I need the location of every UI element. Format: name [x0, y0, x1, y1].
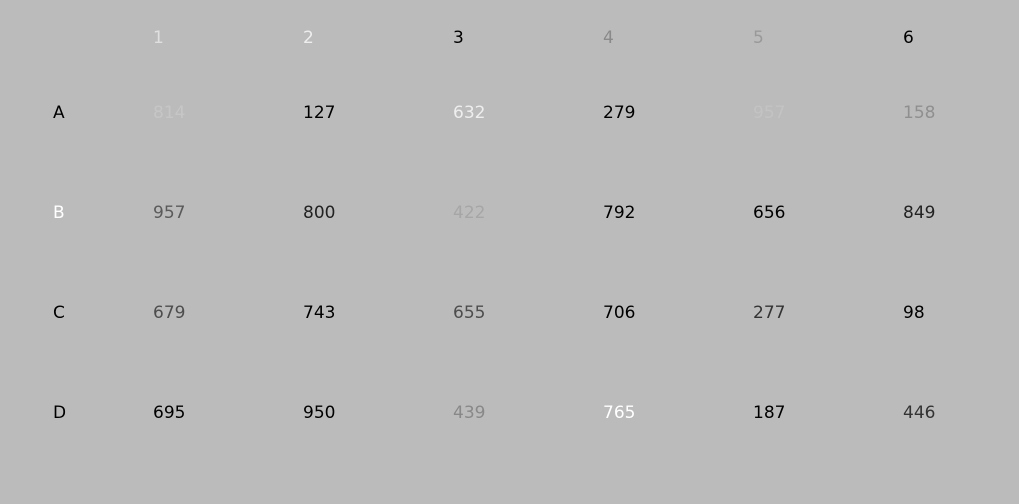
grid-cell: 98	[903, 303, 925, 323]
grid-cell: 765	[603, 403, 636, 423]
grid-cell: 439	[453, 403, 486, 423]
row-header: B	[53, 203, 65, 223]
grid-cell: 632	[453, 103, 486, 123]
grid-cell: 800	[303, 203, 336, 223]
grid-cell: 792	[603, 203, 636, 223]
grid-cell: 422	[453, 203, 486, 223]
row-header: C	[53, 303, 65, 323]
grid-cell: 706	[603, 303, 636, 323]
row-header: D	[53, 403, 67, 423]
grid-cell: 127	[303, 103, 336, 123]
grid-cell: 849	[903, 203, 936, 223]
column-header: 5	[753, 28, 764, 48]
grid-cell: 695	[153, 403, 186, 423]
grid-cell: 743	[303, 303, 336, 323]
column-header: 2	[303, 28, 314, 48]
grid-cell: 187	[753, 403, 786, 423]
grid-cell: 446	[903, 403, 936, 423]
column-header: 4	[603, 28, 614, 48]
grid-cell: 957	[153, 203, 186, 223]
grid-cell: 679	[153, 303, 186, 323]
grid-cell: 957	[753, 103, 786, 123]
grid-cell: 277	[753, 303, 786, 323]
grid-cell: 279	[603, 103, 636, 123]
column-header: 6	[903, 28, 914, 48]
grid-cell: 950	[303, 403, 336, 423]
grid-cell: 814	[153, 103, 186, 123]
column-header: 3	[453, 28, 464, 48]
grid-cell: 656	[753, 203, 786, 223]
grid-cell: 655	[453, 303, 486, 323]
row-header: A	[53, 103, 65, 123]
grid-cell: 158	[903, 103, 936, 123]
column-header: 1	[153, 28, 164, 48]
